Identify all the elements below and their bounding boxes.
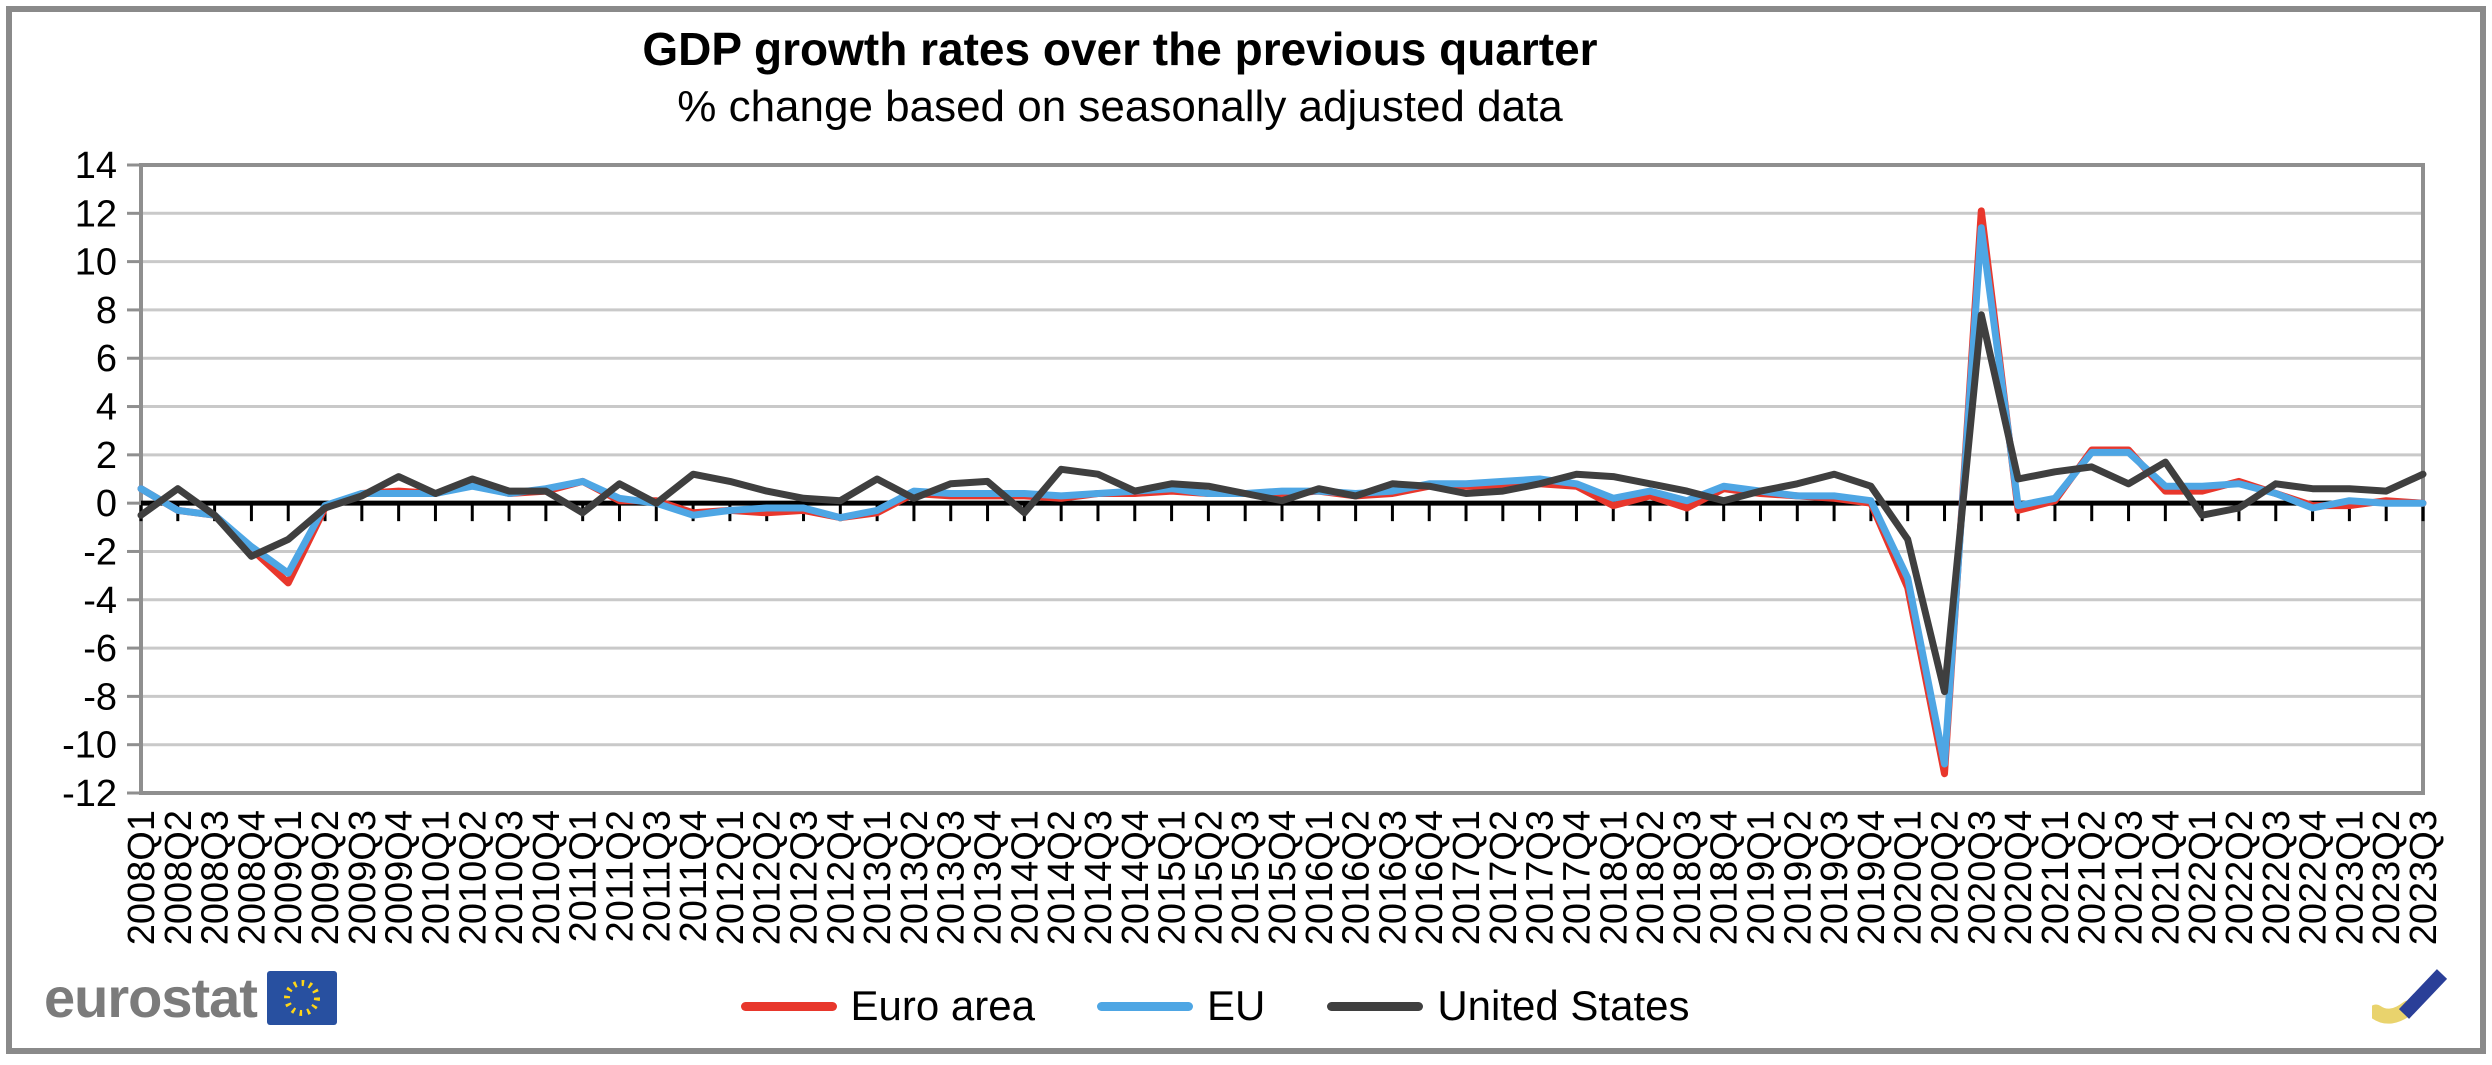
x-tick-label: 2008Q2 <box>158 810 200 945</box>
x-tick-label: 2020Q3 <box>1961 810 2003 945</box>
x-tick-label: 2011Q2 <box>599 810 641 942</box>
x-tick-label: 2022Q1 <box>2182 810 2224 945</box>
chart-header: GDP growth rates over the previous quart… <box>0 0 2240 132</box>
x-tick-label: 2013Q1 <box>857 810 899 945</box>
chart-title: GDP growth rates over the previous quart… <box>642 23 1598 75</box>
x-tick-label: 2020Q2 <box>1925 810 1967 945</box>
x-tick-label: 2016Q4 <box>1409 810 1451 945</box>
x-tick-label: 2014Q4 <box>1115 810 1157 945</box>
legend-item-euro-area: Euro area <box>740 982 1035 1030</box>
x-tick-label: 2019Q2 <box>1777 810 1819 945</box>
x-tick-label: 2009Q2 <box>305 810 347 945</box>
x-tick-label: 2008Q1 <box>121 810 163 945</box>
chart-subtitle: % change based on seasonally adjusted da… <box>677 82 1563 131</box>
x-tick-label: 2014Q2 <box>1041 810 1083 945</box>
legend-label-euro-area: Euro area <box>850 982 1035 1029</box>
x-tick-label: 2020Q4 <box>1998 810 2040 945</box>
y-tick-label: 10 <box>75 242 117 284</box>
x-tick-label: 2014Q3 <box>1078 810 1120 945</box>
y-tick-label: -6 <box>83 628 117 670</box>
y-tick-label: -2 <box>83 531 117 573</box>
x-tick-label: 2022Q4 <box>2293 810 2335 945</box>
x-tick-label: 2023Q2 <box>2366 810 2408 945</box>
x-tick-label: 2015Q2 <box>1188 810 1230 945</box>
x-tick-label: 2017Q2 <box>1483 810 1525 945</box>
x-tick-label: 2013Q2 <box>894 810 936 945</box>
series-line-united-states <box>137 311 2427 696</box>
x-tick-label: 2018Q3 <box>1667 810 1709 945</box>
x-tick-label: 2018Q2 <box>1630 810 1672 945</box>
x-tick-label: 2008Q4 <box>231 810 273 945</box>
x-tick-label: 2012Q4 <box>820 810 862 945</box>
legend-label-united-states: United States <box>1437 982 1690 1029</box>
x-tick-label: 2011Q3 <box>636 810 678 942</box>
x-tick-label: 2020Q1 <box>1888 810 1930 945</box>
x-tick-label: 2019Q4 <box>1851 810 1893 945</box>
x-tick-label: 2008Q3 <box>195 810 237 945</box>
eu-line-swatch <box>1096 1001 1193 1011</box>
x-tick-label: 2014Q1 <box>1004 810 1046 945</box>
legend-item-eu: EU <box>1096 982 1266 1030</box>
y-tick-label: -8 <box>83 676 117 718</box>
eurostat-logo: eurostat <box>44 970 337 1026</box>
x-tick-label: 2022Q2 <box>2219 810 2261 945</box>
x-tick-label: 2019Q3 <box>1814 810 1856 945</box>
y-tick-label: -12 <box>62 773 117 815</box>
x-tick-label: 2009Q1 <box>268 810 310 945</box>
y-tick-label: 12 <box>75 193 117 235</box>
legend-label-eu: EU <box>1206 982 1266 1029</box>
x-tick-label: 2011Q4 <box>673 810 715 942</box>
x-tick-label: 2016Q1 <box>1299 810 1341 945</box>
x-tick-label: 2015Q4 <box>1262 810 1304 945</box>
euro-area-line-swatch <box>740 1001 837 1011</box>
x-tick-label: 2011Q1 <box>563 810 605 942</box>
x-tick-label: 2009Q4 <box>379 810 421 945</box>
x-tick-label: 2016Q3 <box>1372 810 1414 945</box>
x-tick-label: 2021Q3 <box>2109 810 2151 945</box>
x-tick-label: 2010Q1 <box>415 810 457 945</box>
x-tick-label: 2012Q1 <box>710 810 752 945</box>
x-tick-label: 2016Q2 <box>1336 810 1378 945</box>
x-tick-label: 2019Q1 <box>1740 810 1782 945</box>
x-tick-label: 2015Q3 <box>1225 810 1267 945</box>
x-tick-label: 2013Q4 <box>968 810 1010 945</box>
united-states-line-swatch <box>1327 1001 1424 1011</box>
x-tick-label: 2023Q1 <box>2329 810 2371 945</box>
legend-item-united-states: United States <box>1327 982 1689 1030</box>
x-tick-label: 2017Q4 <box>1556 810 1598 945</box>
x-tick-label: 2018Q1 <box>1593 810 1635 945</box>
x-tick-label: 2021Q2 <box>2072 810 2114 945</box>
y-tick-label: 6 <box>96 338 117 380</box>
eurostat-logo-text: eurostat <box>44 966 258 1029</box>
x-tick-label: 2013Q3 <box>931 810 973 945</box>
y-tick-label: 0 <box>96 483 117 525</box>
x-tick-label: 2010Q4 <box>526 810 568 945</box>
y-tick-label: 2 <box>96 435 117 477</box>
x-tick-label: 2012Q2 <box>747 810 789 945</box>
x-tick-label: 2017Q3 <box>1520 810 1562 945</box>
x-tick-label: 2015Q1 <box>1152 810 1194 945</box>
x-tick-label: 2023Q3 <box>2403 810 2445 945</box>
x-tick-label: 2010Q2 <box>452 810 494 945</box>
x-tick-label: 2009Q3 <box>342 810 384 945</box>
x-tick-label: 2012Q3 <box>784 810 826 945</box>
x-tick-label: 2017Q1 <box>1446 810 1488 945</box>
x-tick-label: 2022Q3 <box>2256 810 2298 945</box>
growth-pencil-icon <box>2372 969 2448 1024</box>
y-tick-label: -10 <box>62 725 117 767</box>
x-tick-label: 2018Q4 <box>1704 810 1746 945</box>
y-tick-label: 8 <box>96 290 117 332</box>
x-tick-label: 2021Q4 <box>2145 810 2187 945</box>
y-tick-label: 4 <box>96 387 117 429</box>
y-tick-label: -4 <box>83 580 117 622</box>
eu-flag-icon <box>266 971 337 1025</box>
legend: Euro area EU United States <box>0 978 2430 1034</box>
x-tick-label: 2021Q1 <box>2035 810 2077 945</box>
y-tick-label: 14 <box>75 145 117 187</box>
x-tick-label: 2010Q3 <box>489 810 531 945</box>
